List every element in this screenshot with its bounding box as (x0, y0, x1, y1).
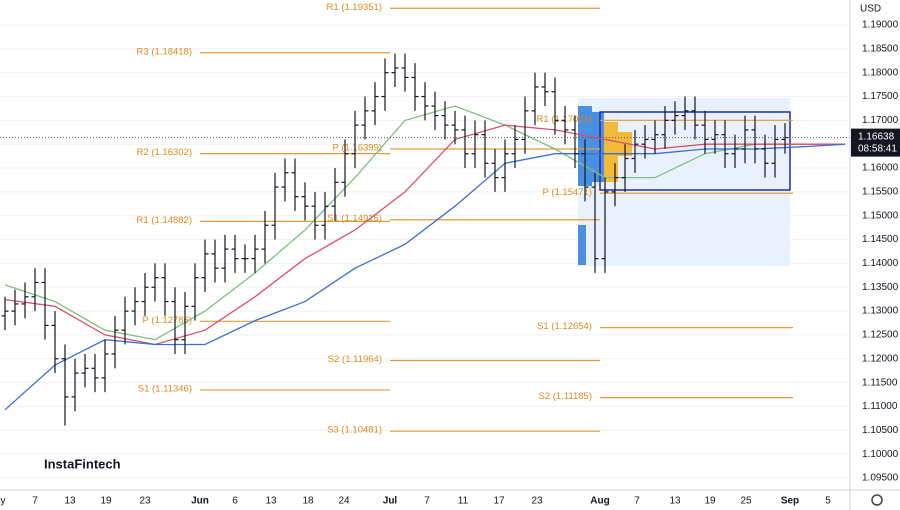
moving-average (4, 124, 845, 346)
x-tick-label: 13 (265, 496, 277, 507)
pivot-label: R1 (1.19351) (327, 2, 382, 13)
pivot-label: S3 (1.10481) (327, 425, 382, 436)
pivot-label: S2 (1.11964) (328, 354, 382, 365)
pivot-label: S1 (1.11346) (138, 383, 192, 394)
pivot-label: P (1.15471) (543, 187, 592, 198)
x-tick-label: 7 (424, 496, 430, 507)
y-tick-label: 1.15500 (862, 187, 899, 198)
pivot-label: R1 (1.14882) (137, 215, 192, 226)
y-tick-label: 1.18000 (862, 67, 899, 78)
last-price-box (851, 128, 900, 157)
y-tick-label: 1.13500 (862, 282, 899, 293)
watermark: InstaFintech (44, 456, 121, 471)
x-tick-label: 18 (302, 496, 314, 507)
y-tick-label: 1.15000 (862, 210, 899, 221)
x-tick-label: y (1, 496, 6, 507)
profile-bar (604, 122, 618, 182)
x-tick-label: 24 (338, 496, 350, 507)
x-tick-label: 23 (531, 496, 543, 507)
y-tick-label: 1.17000 (862, 115, 899, 126)
x-tick-label: Jun (191, 496, 209, 507)
settings-icon[interactable] (871, 494, 883, 506)
x-tick-label: 13 (64, 496, 76, 507)
last-price: 1.16638 (858, 131, 895, 142)
y-tick-label: 1.11000 (862, 401, 898, 412)
x-tick-label: 17 (493, 496, 505, 507)
y-tick-label: 1.14000 (862, 258, 899, 269)
currency: USD (860, 4, 881, 15)
x-tick-label: 23 (139, 496, 151, 507)
moving-average (4, 105, 845, 341)
y-tick-label: 1.19000 (862, 20, 899, 31)
y-tick-label: 1.10000 (862, 449, 899, 460)
x-tick-label: 13 (669, 496, 681, 507)
y-tick-label: 1.18500 (862, 43, 899, 54)
profile-bar (578, 225, 586, 265)
y-tick-label: 1.13000 (862, 306, 899, 317)
pivot-label: R3 (1.18418) (137, 46, 192, 57)
x-tick-label: Sep (781, 496, 799, 507)
pivot-label: P (1.16399) (333, 143, 382, 154)
moving-average (4, 143, 846, 411)
y-tick-label: 1.12500 (862, 330, 899, 341)
pivot-label: S2 (1.11185) (538, 391, 592, 402)
x-tick-label: 25 (740, 496, 752, 507)
x-tick-label: 6 (232, 496, 238, 507)
profile-bar (592, 112, 604, 182)
y-tick-label: 1.17500 (862, 91, 899, 102)
y-tick-label: 1.09500 (862, 473, 899, 484)
pivot-label: P (1.12786) (143, 315, 192, 326)
x-tick-label: 19 (100, 496, 112, 507)
x-tick-label: 7 (634, 496, 640, 507)
y-tick-label: 1.16000 (862, 163, 899, 174)
x-tick-label: Aug (590, 496, 609, 507)
x-tick-label: Jul (383, 496, 398, 507)
x-tick-label: 19 (704, 496, 716, 507)
y-tick-label: 1.14500 (862, 234, 899, 245)
countdown: 08:58:41 (858, 143, 897, 154)
pivot-label: S1 (1.14916) (327, 213, 382, 224)
y-tick-label: 1.10500 (862, 425, 899, 436)
x-tick-label: 7 (32, 496, 38, 507)
y-tick-label: 1.11500 (862, 377, 898, 388)
y-tick-label: 1.12000 (862, 353, 899, 364)
x-tick-label: 11 (458, 496, 469, 507)
pivot-label: R1 (1.17001) (537, 114, 592, 125)
pivot-label: R2 (1.16302) (137, 147, 192, 158)
pivot-label: S1 (1.12654) (537, 321, 592, 332)
x-tick-label: 5 (825, 496, 831, 507)
price-axis (850, 0, 900, 510)
